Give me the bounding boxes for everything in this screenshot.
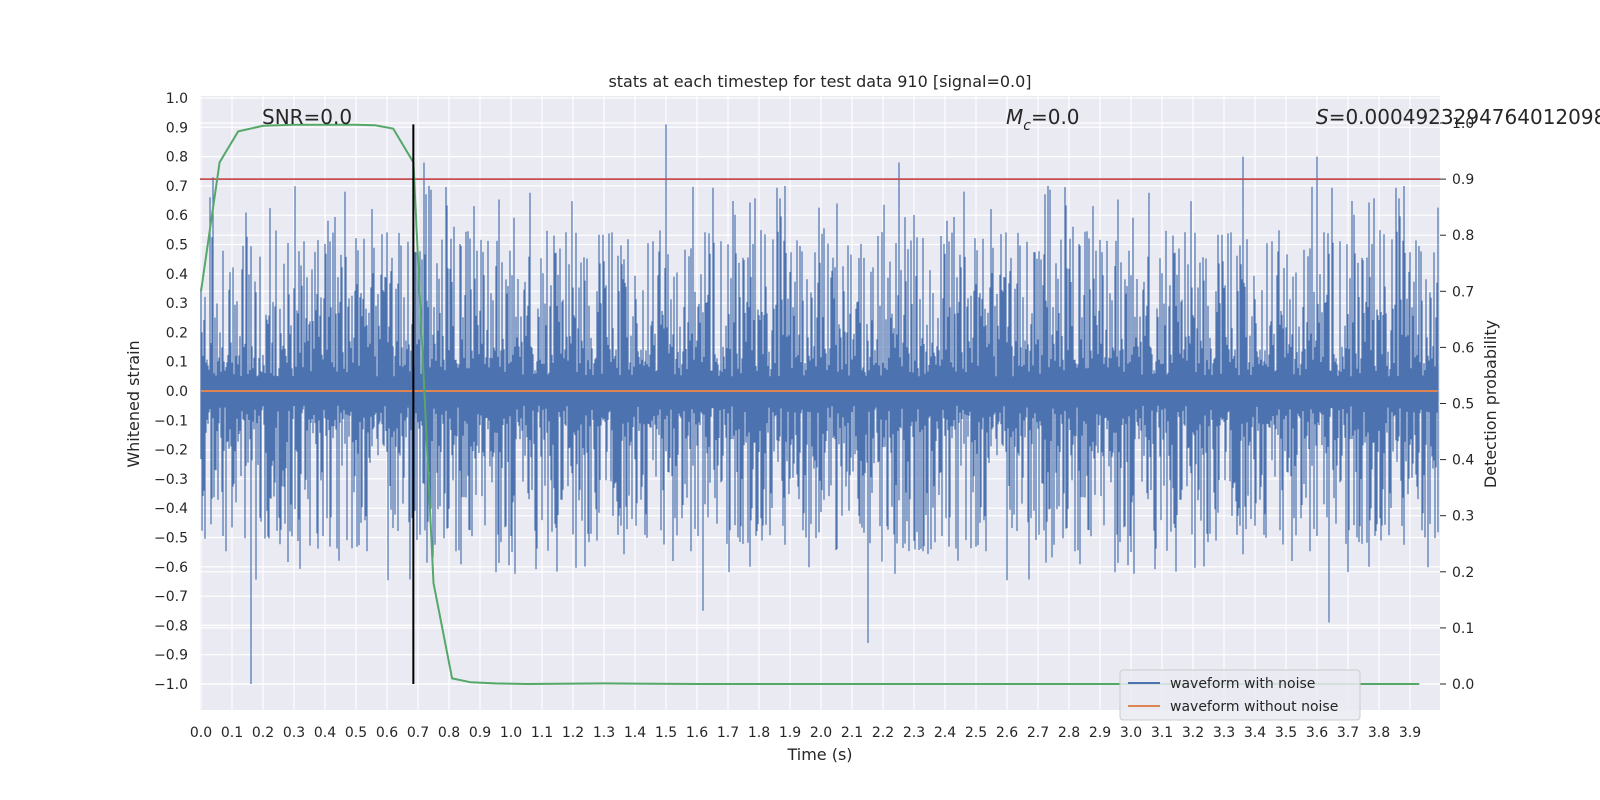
x-tick-label: 1.8 — [748, 725, 770, 741]
x-tick-label: 3.5 — [1275, 725, 1297, 741]
y-tick-label: −1.0 — [154, 677, 188, 693]
legend-box — [1119, 669, 1361, 721]
legend-label-noise: waveform with noise — [1170, 676, 1315, 692]
x-axis-ticks: 0.0 0.1 0.2 0.3 0.4 0.5 0.6 0.7 0.8 0.9 1.0 1.1 1.2 1… — [190, 725, 1421, 741]
x-tick-label: 3.0 — [1120, 725, 1142, 741]
y-tick-label: −0.2 — [154, 443, 188, 459]
y-tick-label: 0.4 — [166, 267, 188, 283]
s-value: =0.0004923294764012098 — [1329, 105, 1600, 129]
legend-label-clean: waveform without noise — [1170, 699, 1338, 715]
x-tick-label: 0.1 — [221, 725, 243, 741]
x-tick-label: 1.7 — [717, 725, 739, 741]
y-tick-label: 0.1 — [166, 355, 188, 371]
x-tick-label: 1.3 — [593, 725, 615, 741]
waveform-with-noise-trace — [200, 124, 1439, 684]
y-tick-label: −0.9 — [154, 648, 188, 664]
y-tick-label: 0.9 — [166, 120, 188, 136]
s-annotation: S=0.0004923294764012098 — [1316, 105, 1600, 129]
x-tick-label: 0.7 — [407, 725, 429, 741]
y-tick-label: 0.8 — [166, 150, 188, 166]
y2-tick-label: 1.0 — [1452, 116, 1474, 132]
x-tick-label: 3.8 — [1368, 725, 1390, 741]
x-tick-label: 3.4 — [1244, 725, 1266, 741]
y-tick-label: −0.4 — [154, 501, 188, 517]
y2-tick-label: 0.1 — [1452, 621, 1474, 637]
chirp-mass-annotation: Mc=0.0 — [1006, 105, 1080, 134]
chirp-mass-value: =0.0 — [1031, 105, 1080, 129]
y-tick-label: −0.1 — [154, 413, 188, 429]
y2-tick-label: 0.8 — [1452, 228, 1474, 244]
s-symbol: S — [1316, 105, 1329, 129]
x-tick-label: 1.0 — [500, 725, 522, 741]
x-tick-label: 2.1 — [841, 725, 863, 741]
x-tick-label: 2.7 — [1027, 725, 1049, 741]
y2-tick-label: 0.0 — [1452, 677, 1474, 693]
y-tick-label: 0.7 — [166, 179, 188, 195]
x-tick-label: 1.6 — [686, 725, 708, 741]
x-tick-label: 2.0 — [810, 725, 832, 741]
y2-axis-ticks: 1.0 0.9 0.8 0.7 0.6 0.5 0.4 0.3 0.2 0.1 0.0 — [1440, 116, 1474, 693]
x-tick-label: 2.3 — [903, 725, 925, 741]
detection-probability-series — [200, 123, 1420, 686]
chirp-mass-subscript: c — [1023, 118, 1031, 134]
x-tick-label: 2.2 — [872, 725, 894, 741]
y-tick-label: 0.0 — [166, 384, 188, 400]
chart-title: stats at each timestep for test data 910… — [608, 72, 1031, 91]
y-tick-label: 1.0 — [166, 91, 188, 107]
x-tick-label: 2.8 — [1058, 725, 1080, 741]
y-tick-label: −0.8 — [154, 618, 188, 634]
y-tick-label: 0.5 — [166, 238, 188, 254]
y2-axis-label: Detection probability — [1481, 320, 1500, 488]
x-tick-label: 0.9 — [469, 725, 491, 741]
x-tick-label: 1.5 — [655, 725, 677, 741]
chirp-mass-symbol: M — [1006, 105, 1023, 129]
x-tick-label: 0.5 — [345, 725, 367, 741]
y2-tick-label: 0.7 — [1452, 284, 1474, 300]
x-tick-label: 3.6 — [1306, 725, 1328, 741]
x-tick-label: 0.8 — [438, 725, 460, 741]
x-tick-label: 0.2 — [252, 725, 274, 741]
x-tick-label: 3.1 — [1151, 725, 1173, 741]
y2-tick-label: 0.3 — [1452, 509, 1474, 525]
x-tick-label: 1.4 — [624, 725, 646, 741]
x-tick-label: 3.3 — [1213, 725, 1235, 741]
y2-tick-label: 0.2 — [1452, 565, 1474, 581]
y2-tick-label: 0.5 — [1452, 397, 1474, 413]
x-axis-label: Time (s) — [786, 745, 852, 764]
y-tick-label: 0.3 — [166, 296, 188, 312]
x-tick-label: 0.0 — [190, 725, 212, 741]
y-tick-label: −0.5 — [154, 531, 188, 547]
x-tick-label: 1.2 — [562, 725, 584, 741]
snr-annotation: SNR=0.0 — [262, 105, 352, 129]
x-tick-label: 3.7 — [1337, 725, 1359, 741]
y2-tick-label: 0.9 — [1452, 172, 1474, 188]
y-tick-label: −0.7 — [154, 589, 188, 605]
x-tick-label: 2.5 — [965, 725, 987, 741]
x-tick-label: 1.1 — [531, 725, 553, 741]
y-axis-label: Whitened strain — [124, 340, 143, 467]
x-tick-label: 2.6 — [996, 725, 1018, 741]
x-tick-label: 3.9 — [1399, 725, 1421, 741]
x-tick-label: 3.2 — [1182, 725, 1204, 741]
legend: waveform with noise waveform without noi… — [1119, 669, 1361, 721]
y-tick-label: −0.3 — [154, 472, 188, 488]
x-tick-label: 0.3 — [283, 725, 305, 741]
y2-tick-label: 0.6 — [1452, 340, 1474, 356]
x-tick-label: 0.4 — [314, 725, 336, 741]
y-tick-label: −0.6 — [154, 560, 188, 576]
y-axis-ticks: 1.0 0.9 0.8 0.7 0.6 0.5 0.4 0.3 0.2 0.1 0.0 −0.1 −0.… — [154, 91, 188, 693]
x-tick-label: 0.6 — [376, 725, 398, 741]
x-tick-label: 2.9 — [1089, 725, 1111, 741]
y2-tick-label: 0.4 — [1452, 453, 1474, 469]
y-tick-label: 0.6 — [166, 208, 188, 224]
y-tick-label: 0.2 — [166, 325, 188, 341]
x-tick-label: 2.4 — [934, 725, 956, 741]
x-tick-label: 1.9 — [779, 725, 801, 741]
waveform-with-noise-series — [200, 124, 1439, 684]
